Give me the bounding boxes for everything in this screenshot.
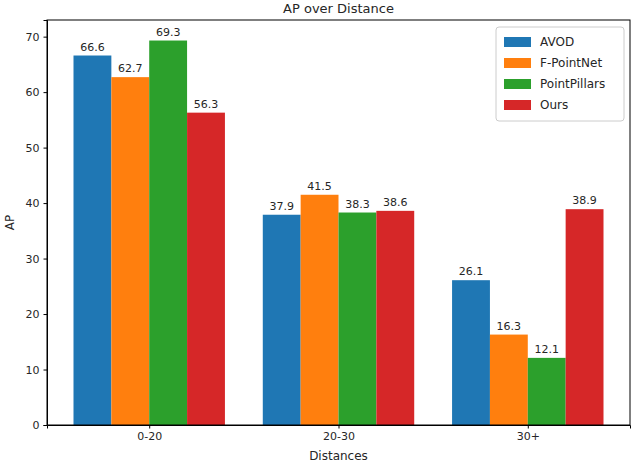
y-tick: 50	[26, 142, 48, 155]
y-tick-mark	[44, 314, 48, 315]
legend-box	[496, 27, 624, 121]
legend-swatch	[504, 79, 531, 89]
y-tick: 0	[33, 419, 48, 432]
x-axis-line	[48, 426, 631, 429]
bar	[111, 77, 149, 425]
y-tick-mark	[44, 148, 48, 149]
y-tick-mark	[44, 259, 48, 260]
legend-label: Ours	[540, 98, 568, 112]
y-tick: 30	[26, 253, 48, 266]
data-label: 56.3	[194, 98, 219, 111]
y-tick-label: 70	[26, 31, 40, 44]
data-label: 26.1	[459, 265, 484, 278]
bar	[490, 335, 528, 425]
y-tick: 60	[26, 86, 48, 99]
y-tick-mark	[44, 370, 48, 371]
legend-label: AVOD	[540, 35, 574, 49]
y-tick-label: 30	[26, 253, 40, 266]
legend-swatch	[504, 58, 531, 68]
x-axis-title: Distances	[309, 449, 368, 463]
y-tick-mark	[44, 203, 48, 204]
data-label: 69.3	[156, 26, 181, 39]
y-axis-title: AP	[3, 215, 17, 230]
x-tick-label: 0-20	[137, 430, 162, 443]
data-label: 38.9	[572, 194, 597, 207]
x-axis: 0-20 20-30 30+	[48, 425, 631, 443]
bar	[301, 195, 339, 425]
data-label: 41.5	[307, 180, 332, 193]
y-tick-label: 40	[26, 197, 40, 210]
data-label: 16.3	[497, 320, 522, 333]
x-tick-label: 20-30	[323, 430, 355, 443]
y-tick-mark	[44, 37, 48, 38]
y-axis: 0 10 20 30 40 50 60 70	[26, 21, 48, 433]
y-tick-label: 0	[33, 419, 40, 432]
x-tick-label: 30+	[517, 430, 540, 443]
y-tick: 70	[26, 31, 48, 44]
legend-swatch	[504, 37, 531, 47]
bar	[528, 358, 566, 425]
x-tick-mark	[339, 425, 340, 429]
bar	[74, 56, 112, 425]
y-tick-label: 20	[26, 308, 40, 321]
data-label: 66.6	[80, 41, 105, 54]
x-tick: 20-30	[323, 425, 355, 443]
data-label: 37.9	[269, 200, 294, 213]
bar	[566, 209, 604, 425]
y-tick-mark	[44, 425, 48, 426]
legend-label: PointPillars	[540, 77, 605, 91]
x-tick-mark	[149, 425, 150, 429]
data-label: 12.1	[534, 343, 559, 356]
bar	[452, 280, 490, 425]
chart-title: AP over Distance	[283, 1, 394, 16]
y-axis-line	[44, 21, 48, 426]
bar	[263, 215, 301, 425]
y-tick: 20	[26, 308, 48, 321]
y-tick-label: 10	[26, 364, 40, 377]
legend-swatch	[504, 100, 531, 110]
bar	[376, 211, 414, 425]
legend-label: F-PointNet	[540, 56, 602, 70]
y-tick-mark	[44, 92, 48, 93]
x-tick-mark	[528, 425, 529, 429]
data-label: 38.3	[345, 198, 370, 211]
x-tick: 30+	[517, 425, 540, 443]
y-tick-label: 50	[26, 142, 40, 155]
x-tick: 0-20	[137, 425, 162, 443]
y-tick-label: 60	[26, 86, 40, 99]
legend: AVOD F-PointNet PointPillars Ours	[496, 27, 624, 121]
data-label: 38.6	[383, 196, 408, 209]
data-label: 62.7	[118, 62, 143, 75]
y-tick: 10	[26, 364, 48, 377]
bar	[149, 41, 187, 425]
bar	[339, 213, 377, 425]
bar	[187, 113, 225, 425]
plot-frame	[47, 20, 630, 425]
y-tick: 40	[26, 197, 48, 210]
